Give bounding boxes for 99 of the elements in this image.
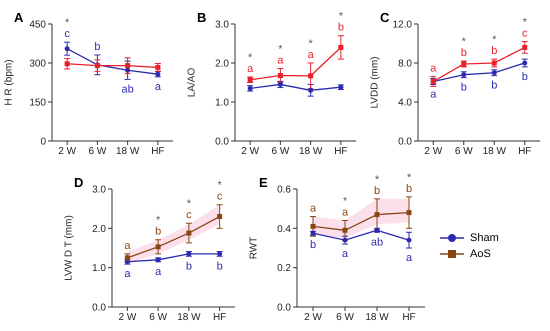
data-label: * b (374, 174, 380, 197)
data-label: * c (64, 17, 70, 40)
y-tick-label: 0.4 (277, 224, 292, 235)
point (522, 44, 528, 50)
point (64, 61, 70, 66)
data-label: b (522, 70, 528, 83)
y-tick-label: 0.0 (277, 302, 292, 314)
y-tick-label: 2.0 (215, 58, 230, 70)
data-label: * a (247, 52, 254, 76)
point (278, 72, 283, 78)
data-label: * c (186, 198, 192, 222)
point (64, 46, 70, 52)
y-axis-title: LA/AO (186, 68, 198, 98)
x-tick-label: 6 W (454, 146, 474, 158)
y-axis-title: LVW D T (mm) (64, 215, 75, 281)
point (156, 244, 161, 250)
y-tick-label: 1.0 (215, 98, 230, 109)
chart-title: C (380, 10, 390, 25)
y-tick-label: 0.0 (398, 136, 412, 148)
legend-label: Sham (470, 232, 499, 244)
data-label: b (491, 80, 498, 92)
x-tick-label: 6 W (88, 146, 107, 158)
y-tick-label: 8.0 (398, 58, 412, 70)
data-label: b (216, 260, 223, 272)
y-tick-label: 0.2 (277, 263, 292, 274)
x-tick-label: HF (151, 146, 165, 158)
x-tick-label: 2 W (118, 312, 137, 324)
data-label: * c (216, 180, 223, 203)
x-tick-label: HF (334, 146, 348, 158)
data-label: b (460, 82, 467, 94)
data-label: a (155, 266, 162, 278)
point (406, 210, 412, 216)
y-tick-label: 300 (29, 58, 46, 70)
x-tick-label: 18 W (177, 312, 202, 324)
data-label: a (342, 248, 349, 260)
data-label: * b (491, 34, 498, 58)
x-tick-label: HF (518, 146, 532, 158)
data-label: * b (406, 172, 412, 195)
x-tick-label: 6 W (336, 312, 354, 324)
x-tick-label: HF (402, 312, 416, 324)
y-axis-title: H R (bpm) (4, 59, 15, 106)
x-tick-label: 18 W (116, 146, 140, 158)
data-label: a (406, 252, 413, 264)
y-axis-title: RWT (248, 236, 260, 260)
data-label: a (310, 202, 317, 215)
y-tick-label: 4.0 (398, 98, 412, 109)
y-tick-label: 3.0 (215, 20, 230, 31)
y-tick-label: 0 (40, 136, 46, 148)
data-label: b (186, 260, 192, 272)
y-tick-label: 0.0 (215, 136, 230, 148)
point (374, 212, 380, 218)
data-label: b (310, 239, 316, 252)
data-label: * c (522, 16, 528, 40)
data-label: a (124, 240, 132, 252)
y-tick-label: 12.0 (392, 20, 412, 31)
point (406, 238, 412, 243)
chart-title: B (197, 10, 206, 25)
data-label: * b (155, 214, 162, 238)
point (310, 224, 316, 229)
chart-title: E (259, 175, 268, 190)
x-tick-label: HF (212, 312, 226, 324)
chart-title: D (74, 175, 84, 190)
x-tick-label: 18 W (298, 146, 323, 158)
data-label: * a (342, 195, 349, 218)
y-tick-label: 450 (29, 20, 46, 31)
x-tick-label: 18 W (365, 312, 390, 324)
point (186, 230, 192, 236)
data-label: a (154, 80, 162, 93)
y-tick-label: 3.0 (92, 184, 106, 196)
data-label: a (124, 268, 132, 280)
data-label: * b (338, 10, 344, 34)
y-tick-label: 1.0 (92, 263, 106, 274)
x-tick-label: 2 W (304, 312, 322, 324)
x-tick-label: 6 W (271, 146, 290, 158)
x-tick-label: 2 W (241, 146, 260, 158)
data-label: ab (370, 236, 384, 248)
y-tick-label: 0.6 (277, 184, 292, 196)
point (217, 214, 222, 220)
data-label: b (94, 40, 100, 53)
y-tick-label: 2.0 (92, 224, 106, 235)
y-axis-title: LVDD (mm) (370, 56, 381, 109)
data-label: * b (460, 36, 467, 60)
point (342, 228, 348, 233)
x-tick-label: 6 W (149, 312, 168, 324)
point (338, 44, 344, 50)
data-label: * a (308, 38, 315, 61)
x-tick-label: 2 W (58, 146, 77, 158)
data-label: ab (122, 83, 134, 96)
y-tick-label: 0.0 (92, 302, 106, 314)
data-label: a (430, 88, 438, 100)
y-tick-label: 150 (29, 98, 46, 109)
point (125, 63, 130, 68)
point (308, 73, 314, 78)
legend-label: AoS (470, 248, 491, 260)
chart-title: A (14, 10, 24, 25)
data-label: * a (277, 43, 284, 66)
x-tick-label: 18 W (482, 146, 506, 158)
data-label: a (430, 62, 438, 75)
x-tick-label: 2 W (424, 146, 443, 158)
